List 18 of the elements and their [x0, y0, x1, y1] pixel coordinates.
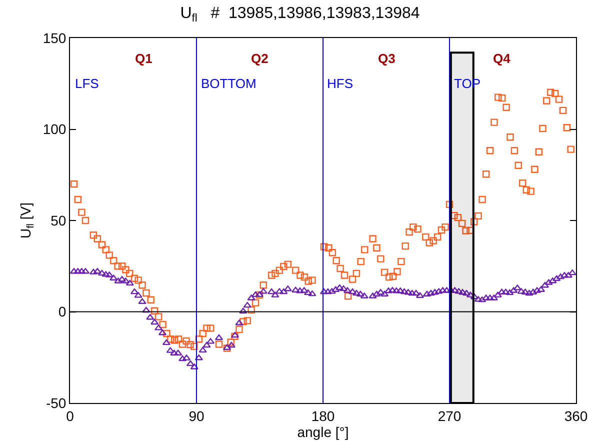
annotation: LFS: [75, 76, 100, 91]
y-tick-label: 100: [42, 121, 66, 138]
annotation: Q3: [378, 51, 396, 66]
x-tick-label: 360: [564, 408, 588, 424]
ref-line-label: HFS: [327, 76, 354, 91]
chart-title: U$_{fl}$ # 13985,13986,13983,13984: [180, 4, 420, 24]
x-axis-title: angle [°]: [297, 424, 349, 440]
y-tick-label: 150: [42, 30, 66, 46]
annotation: Q1: [135, 51, 152, 66]
annotation: Q2: [251, 51, 268, 66]
y-tick-label: -50: [46, 394, 66, 411]
x-tick-label: 90: [188, 408, 204, 424]
y-tick-label: 0: [58, 304, 66, 320]
y-tick-label: 50: [50, 212, 66, 228]
ref-line-label: BOTTOM: [201, 76, 256, 91]
x-tick-label: 270: [438, 408, 462, 424]
x-tick-label: 180: [311, 408, 335, 424]
annotation: Q4: [493, 51, 512, 66]
